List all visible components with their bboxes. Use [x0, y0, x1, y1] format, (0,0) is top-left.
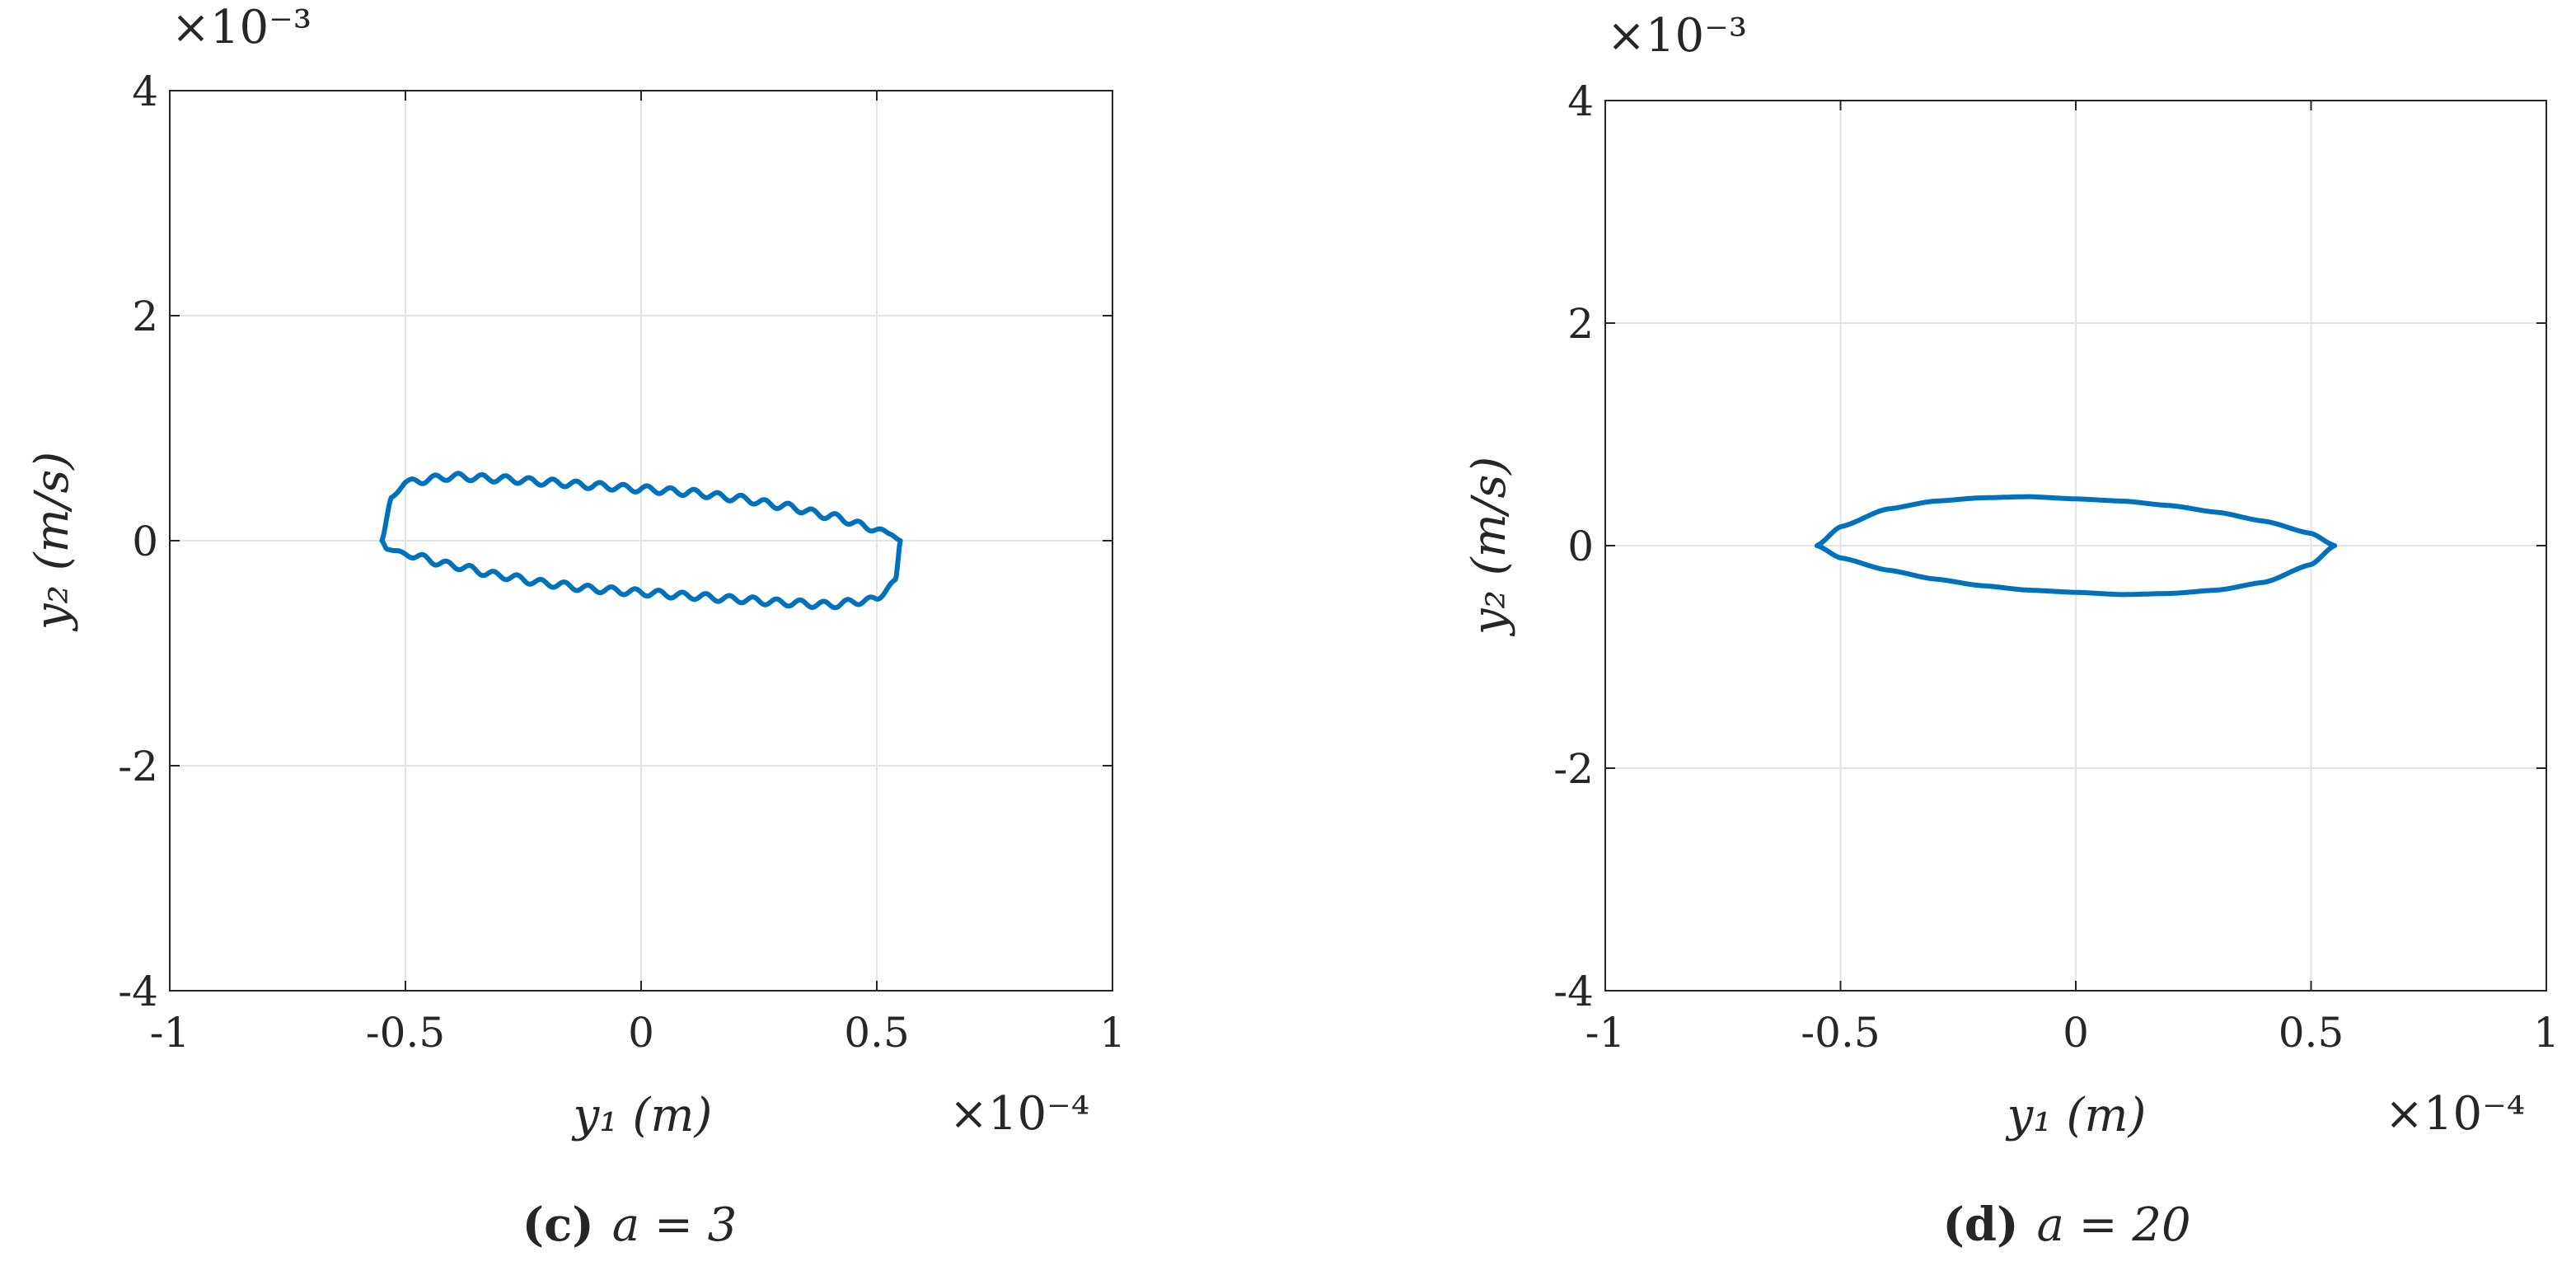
- panel-c-y-tick-label: 2: [132, 293, 158, 340]
- panel-d-x-tick-label: -0.5: [1801, 1009, 1880, 1057]
- panel-c-y-tick-label: -4: [118, 968, 158, 1015]
- panel-d-caption: (d) a = 20: [1942, 1198, 2190, 1252]
- panel-d-y-tick-label: 0: [1567, 523, 1594, 570]
- panel-c-caption: (c) a = 3: [522, 1198, 738, 1252]
- panel-d: -1 -0.5 0 0.5 1 -4 -2 0 2 4 ×10⁻³ ×10⁻⁴ y₁ (m) y₂…: [1463, 9, 2560, 1252]
- panel-d-x-tick-label: 0.5: [2279, 1009, 2344, 1057]
- panel-c-x-tick-label: -1: [150, 1009, 190, 1057]
- panel-d-x-axis-label: y₁ (m): [2005, 1089, 2147, 1142]
- panel-d-ticks: -1 -0.5 0 0.5 1 -4 -2 0 2 4: [1553, 77, 2560, 1057]
- panel-c-curve-layer: [379, 471, 903, 611]
- panel-d-x-tick-label: 1: [2533, 1009, 2560, 1057]
- panel-c-caption-letter: (c): [522, 1198, 594, 1252]
- panel-d-grid: [1605, 101, 2546, 991]
- panel-d-y-tick-label: 2: [1567, 300, 1594, 348]
- panel-c-y-tick-label: 0: [132, 518, 158, 565]
- panel-c-ticks: -1 -0.5 0 0.5 1 -4 -2 0 2 4: [118, 68, 1126, 1057]
- panel-c-x-axis-label: y₁ (m): [571, 1089, 713, 1142]
- panel-c-x-tick-label: -0.5: [366, 1009, 445, 1057]
- panel-c-x-tick-label: 0: [628, 1009, 654, 1057]
- panel-c-y-tick-label: 4: [132, 68, 158, 115]
- panel-c-x-multiplier: ×10⁻⁴: [949, 1087, 1089, 1141]
- panel-d-caption-text: a = 20: [2036, 1198, 2190, 1252]
- panel-d-y-tick-label: -4: [1553, 968, 1594, 1015]
- panel-d-orbit-curve: [1814, 494, 2338, 598]
- panel-c-y-tick-label: -2: [118, 743, 158, 790]
- panel-d-x-multiplier: ×10⁻⁴: [2385, 1087, 2525, 1141]
- panel-d-y-tick-label: -2: [1553, 745, 1594, 793]
- panel-d-curve-layer: [1814, 494, 2338, 598]
- panel-c-x-tick-label: 0.5: [844, 1009, 910, 1057]
- panel-d-x-tick-label: -1: [1585, 1009, 1626, 1057]
- panel-d-y-multiplier: ×10⁻³: [1607, 9, 1747, 63]
- panel-c-grid: [170, 91, 1112, 991]
- panel-c: -1 -0.5 0 0.5 1 -4 -2 0 2 4 ×10⁻³ ×10⁻⁴ y₁ (m) y₂…: [26, 1, 1126, 1252]
- panel-c-caption-text: a = 3: [612, 1198, 738, 1252]
- panel-d-y-axis-label: y₂ (m/s): [1463, 457, 1516, 637]
- panel-c-x-tick-label: 1: [1099, 1009, 1126, 1057]
- panel-c-y-multiplier: ×10⁻³: [171, 1, 311, 54]
- panel-c-y-axis-label: y₂ (m/s): [26, 452, 79, 632]
- panel-d-x-tick-label: 0: [2063, 1009, 2089, 1057]
- panel-d-y-tick-label: 4: [1567, 77, 1594, 125]
- panel-d-caption-letter: (d): [1942, 1198, 2018, 1252]
- panel-c-orbit-curve: [379, 471, 903, 611]
